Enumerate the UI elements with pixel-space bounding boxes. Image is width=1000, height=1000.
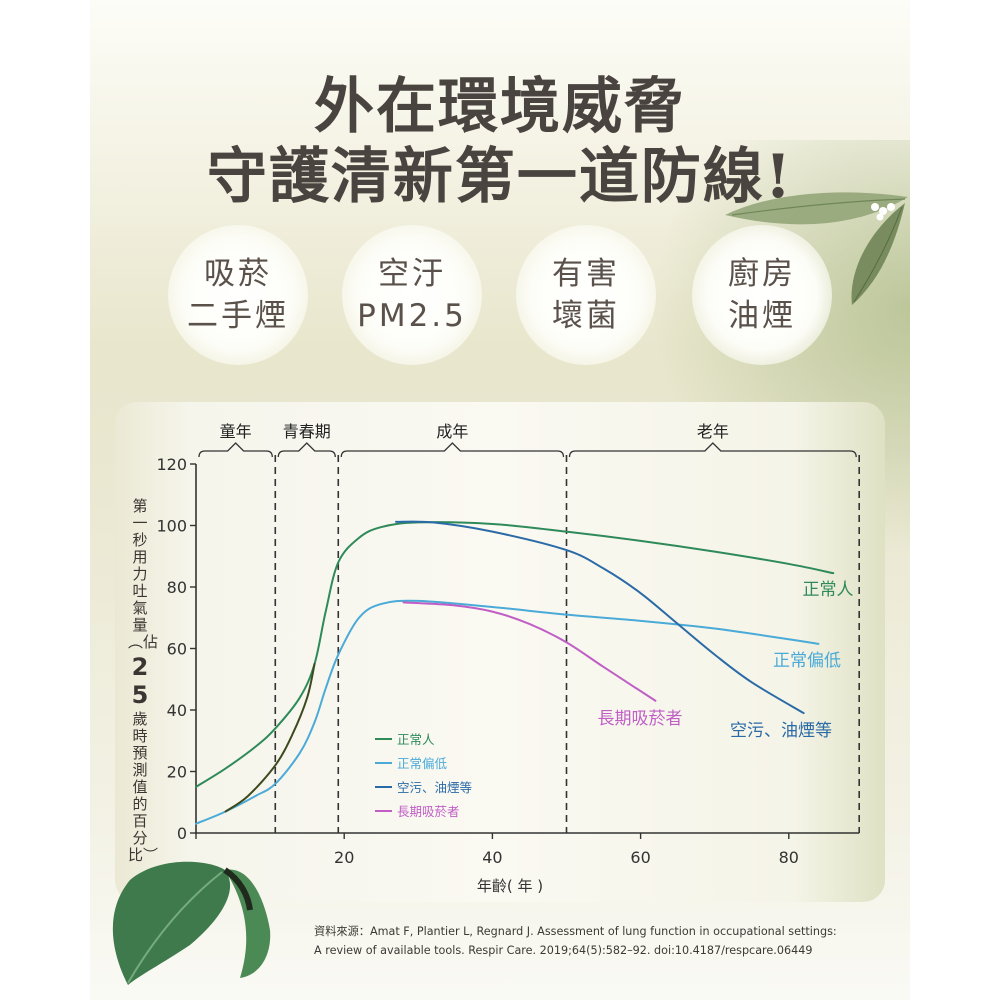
- source-citation: 資料來源：Amat F, Plantier L, Regnard J. Asse…: [314, 922, 904, 960]
- y-tick-label: 20: [167, 763, 187, 782]
- y-tick-label: 100: [156, 517, 187, 536]
- stage-brace: [568, 442, 857, 458]
- stage-brace: [340, 442, 565, 458]
- threat-harmful-bacteria: 有害 壞菌: [516, 225, 656, 365]
- threat-label-2: PM2.5: [357, 298, 467, 334]
- leaf-decoration-icon: [112, 861, 271, 985]
- x-tick-label: 80: [779, 848, 799, 867]
- y-axis-label-part2: 歲時預測值的百分比︶: [128, 710, 159, 864]
- y-tick-label: 80: [167, 578, 187, 597]
- stage-brace: [198, 442, 273, 458]
- y-axis-label-part1: 第一秒用力吐氣量︵佔: [128, 497, 159, 651]
- threat-label-1: 廚房: [728, 256, 796, 292]
- threat-label-1: 吸菸: [204, 256, 272, 292]
- stage-brace: [277, 442, 336, 458]
- stage-label: 成年: [436, 422, 468, 441]
- threat-kitchen-fumes: 廚房 油煙: [692, 225, 832, 365]
- y-axis-label-number: 25: [131, 653, 149, 709]
- y-tick-label: 0: [177, 824, 187, 843]
- threat-smoking: 吸菸 二手煙: [168, 225, 308, 365]
- series-end-label: 長期吸菸者: [598, 709, 683, 729]
- chart-panel: [115, 402, 885, 902]
- threat-label-2: 油煙: [728, 298, 796, 334]
- threat-label-2: 壞菌: [552, 298, 620, 334]
- y-axis-label: 第一秒用力吐氣量︵佔 25 歲時預測值的百分比︶: [128, 498, 158, 864]
- series-line-normal: [195, 521, 835, 788]
- series-end-label: 正常人: [803, 580, 854, 600]
- headline-line-1: 外在環境威脅: [314, 72, 686, 142]
- stage-label: 童年: [220, 422, 252, 441]
- legend-label: 長期吸菸者: [397, 804, 460, 819]
- series-line-child-exposure: [224, 662, 316, 813]
- leaf-decoration-icon: [725, 192, 908, 305]
- source-line-2: A review of available tools. Respir Care…: [314, 944, 813, 957]
- y-tick-label: 60: [167, 640, 187, 659]
- series-line-smoker: [402, 601, 657, 702]
- y-tick-label: 40: [167, 701, 187, 720]
- legend-label: 正常人: [397, 732, 435, 747]
- threat-label-1: 空汙: [378, 256, 446, 292]
- y-tick-label: 120: [156, 455, 187, 474]
- x-axis-label: 年齡( 年 ): [477, 877, 543, 895]
- threat-label-2: 二手煙: [187, 298, 289, 334]
- stage-label: 青春期: [283, 422, 331, 441]
- series-end-label: 正常偏低: [773, 651, 841, 671]
- x-tick-label: 60: [630, 848, 650, 867]
- stage-label: 老年: [697, 422, 729, 441]
- source-line-1: 資料來源：Amat F, Plantier L, Regnard J. Asse…: [314, 925, 837, 938]
- threat-air-pollution: 空汙 PM2.5: [342, 225, 482, 365]
- legend-label: 空污、油煙等: [397, 780, 472, 795]
- legend-label: 正常偏低: [397, 756, 448, 771]
- x-tick-label: 40: [482, 848, 502, 867]
- x-tick-label: 20: [334, 848, 354, 867]
- series-end-label: 空污、油煙等: [730, 721, 832, 741]
- series-line-pollution: [395, 520, 805, 715]
- threat-label-1: 有害: [552, 256, 620, 292]
- series-line-low-normal: [195, 599, 820, 825]
- headline-line-2: 守護清新第一道防線!: [206, 142, 794, 212]
